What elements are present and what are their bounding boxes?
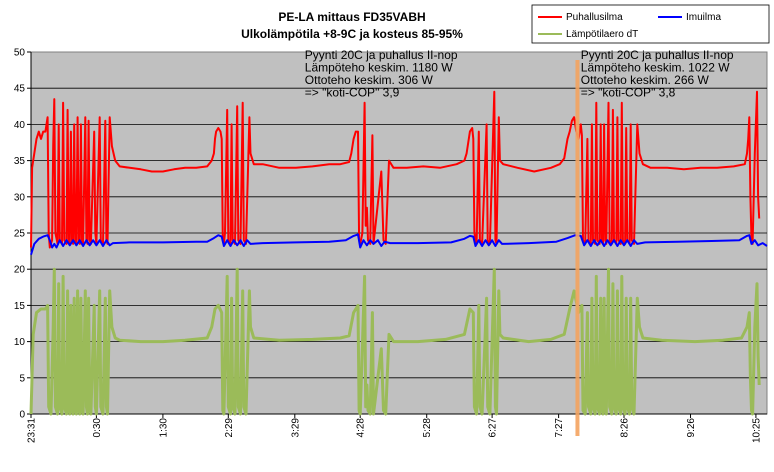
y-tick-label: 20	[14, 265, 26, 276]
y-tick-label: 0	[19, 410, 25, 421]
annotation-1-line-1: Pyynti 20C ja puhallus II-nop	[305, 48, 458, 62]
x-tick-label: 7:27	[554, 418, 565, 438]
y-tick-label: 30	[14, 192, 26, 203]
x-tick-label: 10:25	[751, 418, 762, 443]
x-axis: 23:31 0:30 1:30 2:29 3:29 4:28 5:28 6:27 7:27 8:2…	[27, 413, 767, 443]
annotation-2-line-2: Lämpöteho keskim. 1022 W	[581, 61, 730, 75]
x-tick-label: 3:29	[290, 418, 301, 438]
chart-title: PE-LA mittaus FD35VABH	[278, 10, 425, 24]
annotation-1-line-4: => "koti-COP" 3,9	[305, 86, 400, 100]
legend-label-imuilma: Imuilma	[686, 12, 721, 23]
annotation-2-line-4: => "koti-COP" 3,8	[581, 86, 676, 100]
y-tick-label: 5	[19, 373, 25, 384]
annotation-1-line-3: Ottoteho keskim. 306 W	[305, 73, 434, 87]
x-tick-label: 6:27	[488, 418, 499, 438]
x-tick-label: 0:30	[92, 418, 103, 438]
legend-label-puhallusilma: Puhallusilma	[566, 12, 623, 23]
y-tick-label: 25	[14, 229, 26, 240]
x-tick-label: 9:26	[686, 418, 697, 438]
y-tick-label: 40	[14, 120, 26, 131]
x-tick-label: 23:31	[27, 418, 38, 443]
annotation-1-line-2: Lämpöteho keskim. 1180 W	[305, 61, 454, 75]
y-tick-label: 15	[14, 301, 26, 312]
series-imuilma	[30, 233, 768, 255]
x-tick-label: 2:29	[224, 418, 235, 438]
legend-label-lampotilaero: Lämpötilaero dT	[566, 29, 638, 40]
y-axis: 0 5 10 15 20 25 30 35 40 45 50	[14, 48, 32, 421]
y-tick-label: 45	[14, 84, 26, 95]
chart-subtitle: Ulkolämpötila +8-9C ja kosteus 85-95%	[241, 27, 463, 41]
legend: Puhallusilma Imuilma Lämpötilaero dT	[531, 4, 770, 44]
series-lines	[29, 60, 768, 436]
legend-box	[531, 4, 770, 44]
y-tick-label: 35	[14, 156, 26, 167]
x-tick-label: 4:28	[356, 418, 367, 438]
series-puhallusilma	[30, 90, 761, 249]
annotation-2-line-1: Pyynti 20C ja puhallus II-nop	[581, 48, 734, 62]
x-tick-label: 5:28	[422, 418, 433, 438]
annotation-2-line-3: Ottoteho keskim. 266 W	[581, 73, 710, 87]
series-lampotilaero	[29, 267, 761, 416]
x-tick-label: 8:26	[620, 418, 631, 438]
y-tick-label: 50	[14, 48, 26, 59]
x-tick-label: 1:30	[158, 418, 169, 438]
y-tick-label: 10	[14, 337, 26, 348]
